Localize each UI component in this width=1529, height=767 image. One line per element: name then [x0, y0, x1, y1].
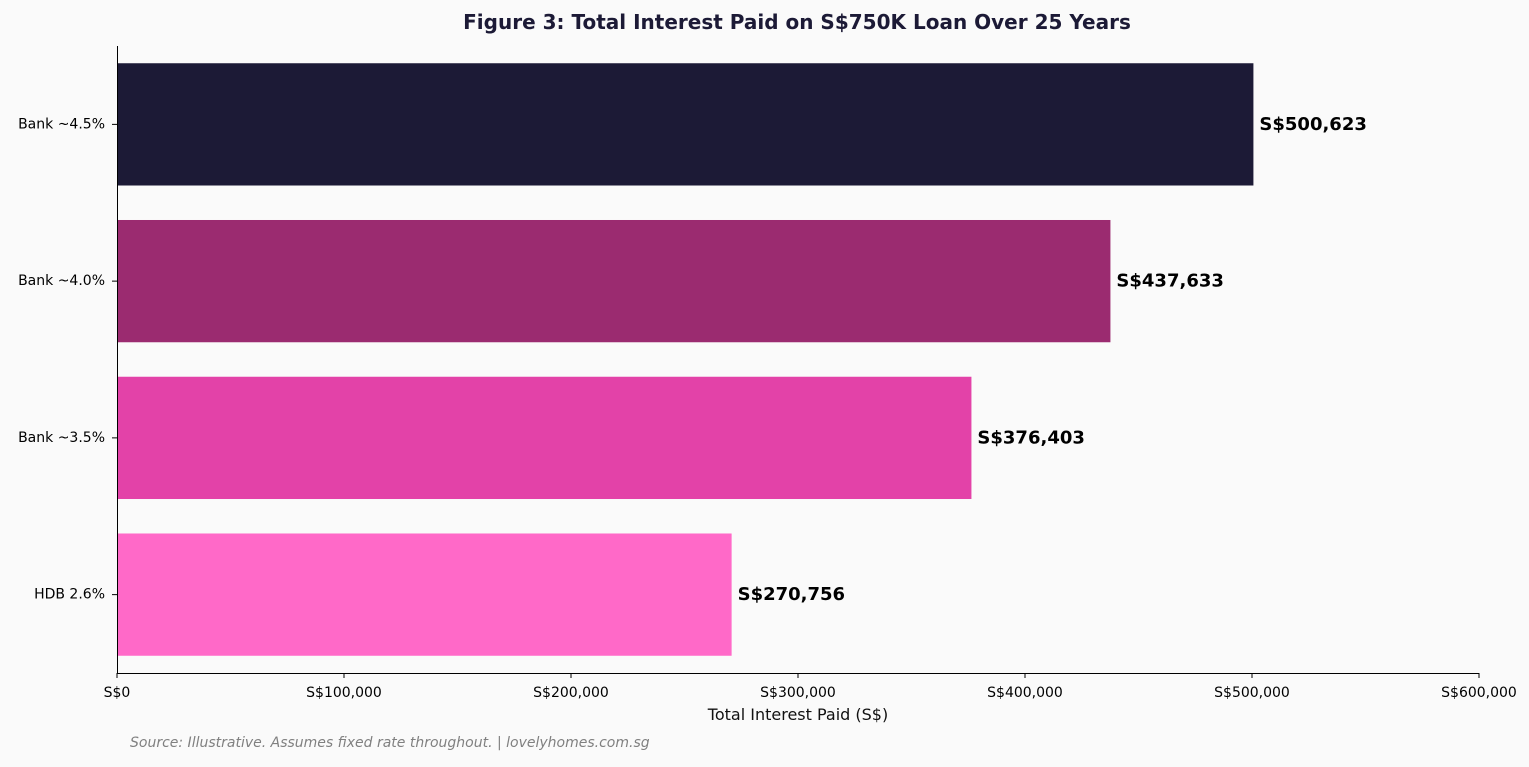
x-tick-label: S$400,000	[987, 685, 1063, 701]
bar-value-label: S$270,756	[738, 584, 845, 605]
bar-3	[117, 63, 1254, 186]
bar-value-label: S$500,623	[1259, 114, 1366, 135]
chart-title: Figure 3: Total Interest Paid on S$750K …	[463, 10, 1131, 34]
y-tick-label: Bank ~4.0%	[18, 273, 105, 289]
x-axis-label: Total Interest Paid (S$)	[707, 705, 888, 724]
x-tick-label: S$300,000	[760, 685, 836, 701]
bar-value-label: S$376,403	[977, 427, 1084, 448]
bar-value-label: S$437,633	[1116, 271, 1223, 292]
x-tick-label: S$500,000	[1214, 685, 1290, 701]
x-tick-label: S$100,000	[306, 685, 382, 701]
y-tick-label: Bank ~3.5%	[18, 430, 105, 446]
x-tick-label: S$600,000	[1441, 685, 1517, 701]
x-tick-label: S$0	[104, 685, 131, 701]
source-note: Source: Illustrative. Assumes fixed rate…	[130, 735, 650, 751]
y-tick-label: Bank ~4.5%	[18, 116, 105, 132]
bar-1	[117, 376, 972, 500]
x-tick-label: S$200,000	[533, 685, 609, 701]
x-ticks-layer: S$0 S$100,000 S$200,000 S$300,000 S$400,000 S…	[104, 673, 1517, 701]
y-ticks-layer: HDB 2.6% Bank ~3.5% Bank ~4.0% Bank ~4.5%	[18, 116, 117, 603]
bar-2	[117, 219, 1111, 343]
y-tick-label: HDB 2.6%	[34, 587, 105, 603]
bar-0	[117, 533, 732, 656]
bars-layer: S$270,756 S$376,403 S$437,633 S$500,623	[117, 63, 1367, 656]
